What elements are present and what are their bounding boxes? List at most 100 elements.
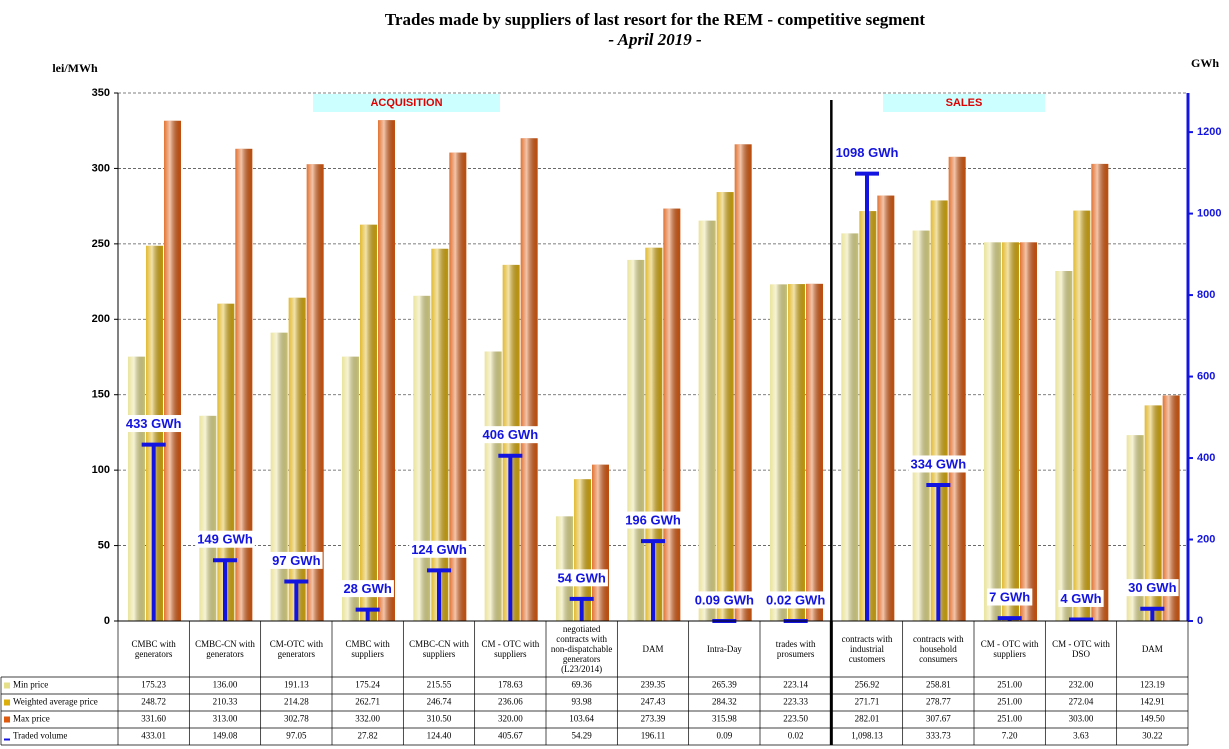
table-cell: 149.08 xyxy=(213,731,238,741)
legend-label: Min price xyxy=(13,680,48,690)
volume-label: 7 GWh xyxy=(989,590,1030,605)
bar-shade xyxy=(663,208,681,621)
y-tick-label: 300 xyxy=(92,162,110,174)
bar-shade xyxy=(877,195,895,622)
x-tick-label: CMBC with generators xyxy=(131,639,176,659)
table-cell: 69.36 xyxy=(572,680,593,690)
bar-shade xyxy=(930,200,948,621)
table-cell: 265.39 xyxy=(712,680,737,690)
y2-tick-label: 400 xyxy=(1197,452,1215,464)
bar-shade xyxy=(378,120,395,621)
table-cell: 251.00 xyxy=(997,714,1022,724)
table-cell: 307.67 xyxy=(926,714,951,724)
table-cell: 271.71 xyxy=(855,697,880,707)
legend-swatch xyxy=(4,738,10,741)
table-cell: 246.74 xyxy=(427,697,452,707)
y2-tick-label: 1200 xyxy=(1197,126,1221,138)
x-tick-label: CMBC-CN with suppliers xyxy=(409,639,469,659)
bar-shade xyxy=(788,284,805,621)
table-cell: 223.33 xyxy=(783,697,808,707)
table-cell: 232.00 xyxy=(1069,680,1094,690)
x-tick-label: CM - OTC with DSO xyxy=(1052,639,1110,659)
volume-label: 124 GWh xyxy=(411,542,467,557)
table-cell: 284.32 xyxy=(712,697,737,707)
table-cell: 178.63 xyxy=(498,680,523,690)
y-tick-label: 250 xyxy=(92,238,110,250)
table-cell: 30.22 xyxy=(1142,731,1162,741)
bar-shade xyxy=(1020,242,1037,621)
bar-shade xyxy=(288,297,306,621)
bar-shade xyxy=(520,138,538,621)
bar-shade xyxy=(770,284,787,621)
table-cell: 3.63 xyxy=(1073,731,1089,741)
volume-label-box xyxy=(908,455,969,473)
annotation-box xyxy=(313,94,500,112)
table-cell: 272.04 xyxy=(1069,697,1094,707)
y-tick-label: 150 xyxy=(92,389,110,401)
table-cell: 196.11 xyxy=(641,731,665,741)
legend-swatch xyxy=(4,699,10,706)
bar-shade xyxy=(360,224,377,621)
bar-shade xyxy=(948,156,966,621)
table-cell: 54.29 xyxy=(572,731,593,741)
x-tick-label: contracts with industrial customers xyxy=(841,634,893,664)
volume-label-box xyxy=(764,591,828,609)
table-cell: 247.43 xyxy=(641,697,666,707)
bar-shade xyxy=(164,120,181,621)
table-cell: 124.40 xyxy=(427,731,452,741)
volume-label: 4 GWh xyxy=(1060,591,1101,606)
volume-label: 406 GWh xyxy=(483,427,539,442)
table-cell: 239.35 xyxy=(641,680,666,690)
table-cell: 149.50 xyxy=(1140,714,1165,724)
table-cell: 1,098.13 xyxy=(851,731,883,741)
table-cell: 333.73 xyxy=(926,731,951,741)
volume-label: 97 GWh xyxy=(272,553,320,568)
table-cell: 256.92 xyxy=(855,680,880,690)
bar-shade xyxy=(235,148,253,621)
table-cell: 251.00 xyxy=(997,680,1022,690)
bar-shade xyxy=(484,351,502,621)
bar-shade xyxy=(984,242,1001,621)
y2-tick-label: 200 xyxy=(1197,533,1215,545)
table-cell: 273.39 xyxy=(641,714,666,724)
volume-label-box xyxy=(1126,579,1179,597)
x-tick-label: CMBC-CN with generators xyxy=(195,639,255,659)
table-cell: 433.01 xyxy=(141,731,166,741)
table-cell: 278.77 xyxy=(926,697,951,707)
y-axis-label: lei/MWh xyxy=(52,61,98,75)
table-cell: 0.09 xyxy=(716,731,732,741)
bar-shade xyxy=(698,220,716,621)
table-cell: 236.06 xyxy=(498,697,523,707)
volume-label: 196 GWh xyxy=(625,513,681,528)
volume-label: 0.02 GWh xyxy=(766,592,825,607)
x-tick-label: DAM xyxy=(1141,644,1163,654)
y2-tick-label: 1000 xyxy=(1197,207,1221,219)
bar-shade xyxy=(431,248,449,621)
bar-shade xyxy=(1126,435,1144,621)
bar-shade xyxy=(1144,405,1162,621)
volume-label: 30 GWh xyxy=(1128,580,1176,595)
volume-label: 149 GWh xyxy=(197,532,253,547)
chart-subtitle: - April 2019 - xyxy=(608,30,702,49)
y2-tick-label: 600 xyxy=(1197,370,1215,382)
volume-label: 1098 GWh xyxy=(836,145,899,160)
table-cell: 313.00 xyxy=(213,714,238,724)
table-cell: 175.24 xyxy=(355,680,380,690)
table-cell: 282.01 xyxy=(855,714,880,724)
y-tick-label: 350 xyxy=(92,87,110,99)
table-cell: 223.50 xyxy=(783,714,808,724)
bar-shade xyxy=(146,245,163,621)
x-tick-label: CM - OTC with suppliers xyxy=(481,639,540,659)
bar-shade xyxy=(270,332,288,621)
bar-shade xyxy=(627,259,645,621)
x-tick-label: CM - OTC with suppliers xyxy=(980,639,1039,659)
table-cell: 142.91 xyxy=(1140,697,1165,707)
volume-label: 28 GWh xyxy=(343,581,391,596)
bar-shade xyxy=(806,283,823,621)
x-tick-label: CM-OTC with generators xyxy=(269,639,323,659)
table-cell: 103.64 xyxy=(569,714,594,724)
table-cell: 303.00 xyxy=(1069,714,1094,724)
annotation: SALES xyxy=(946,97,983,109)
